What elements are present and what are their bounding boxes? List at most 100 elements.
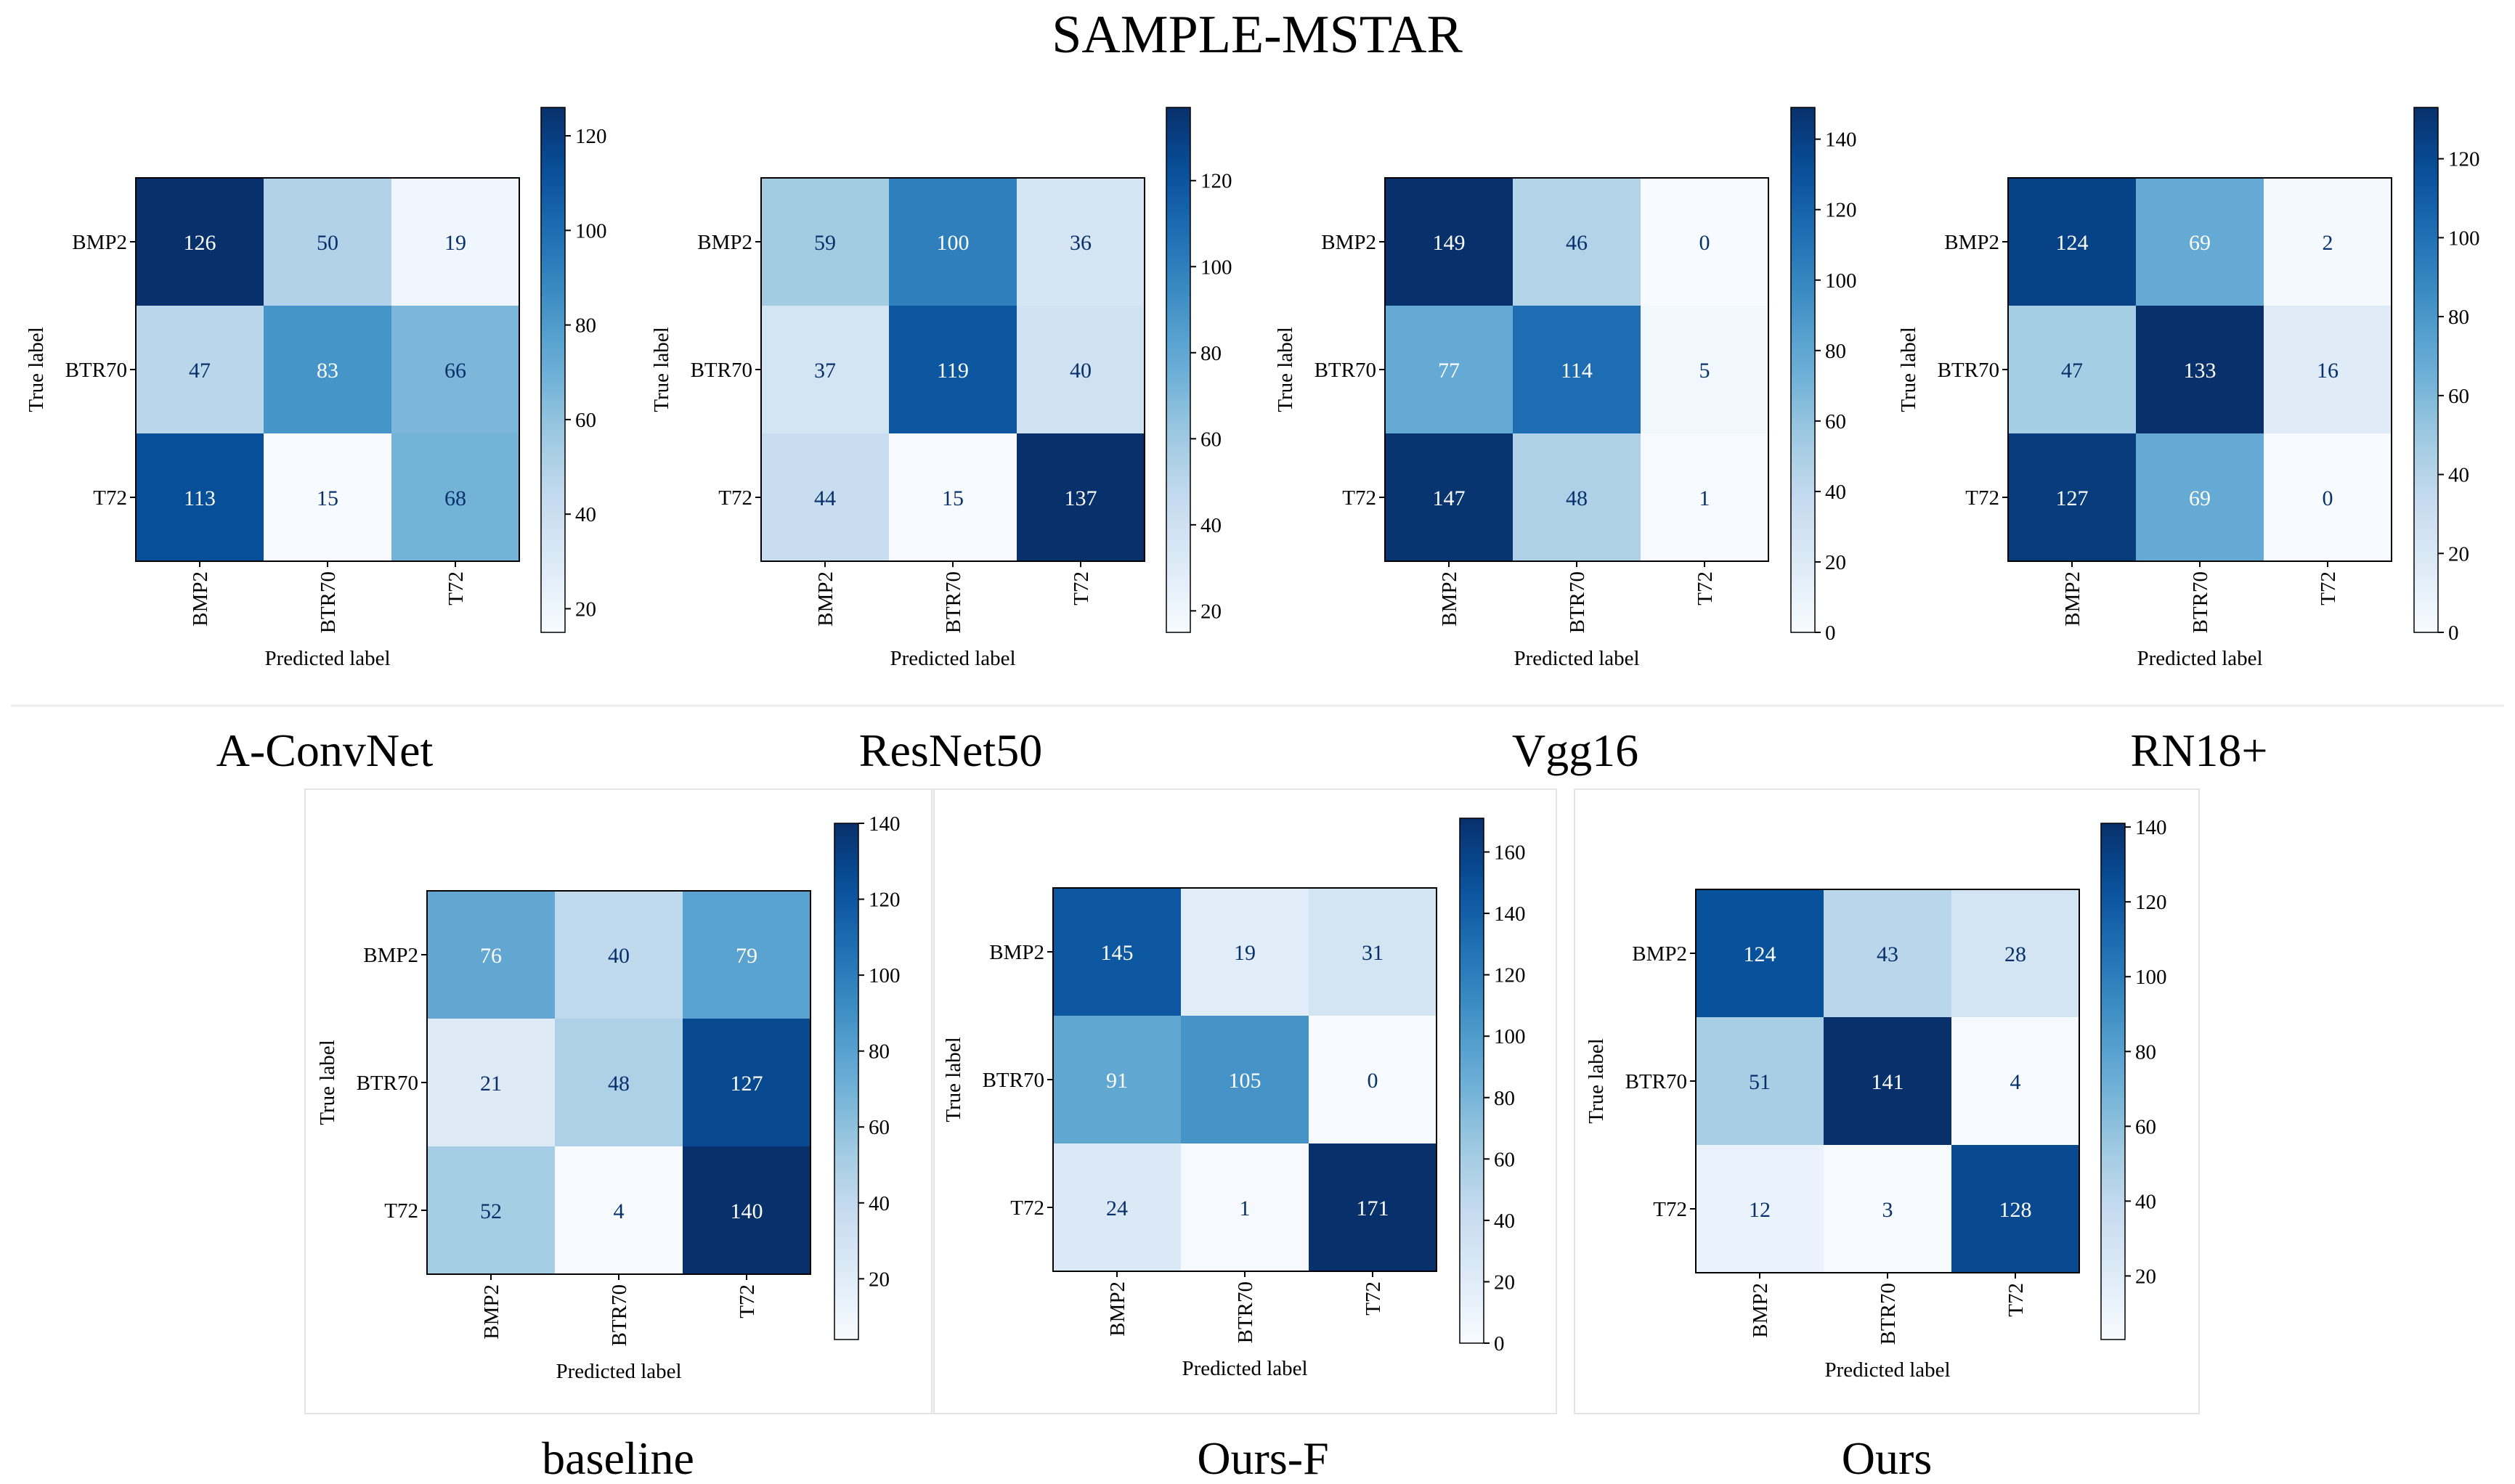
colorbar-tick-label: 40 xyxy=(2448,464,2469,487)
cell-value-label: 1 xyxy=(1240,1196,1251,1220)
cell-value-label: 40 xyxy=(1070,359,1092,383)
heatmap-cell xyxy=(1053,888,1181,1016)
colorbar-tick-label: 80 xyxy=(1200,342,1222,365)
colorbar-tick-label: 120 xyxy=(1200,170,1232,193)
cell-value-label: 1 xyxy=(1699,486,1710,510)
y-tick-label: BTR70 xyxy=(1938,359,1999,382)
panel-frame xyxy=(1574,788,2200,1414)
heatmap-cell xyxy=(2008,306,2136,433)
x-axis-title: Predicted label xyxy=(264,647,390,670)
colorbar-tick-label: 20 xyxy=(2135,1265,2156,1288)
heatmap-cell xyxy=(391,306,519,433)
colorbar-tick-label: 40 xyxy=(1200,514,1222,537)
heatmap-cell xyxy=(2264,433,2392,561)
heatmap-cell xyxy=(1181,1016,1309,1143)
panel-caption: Ours-F xyxy=(1197,1432,1328,1484)
heatmap-cell xyxy=(1951,1017,2079,1145)
heatmap-cell xyxy=(1017,306,1145,433)
cell-value-label: 47 xyxy=(2061,359,2083,383)
cell-value-label: 114 xyxy=(1561,359,1593,383)
colorbar-tick-label: 80 xyxy=(2135,1040,2156,1064)
y-tick-label: BMP2 xyxy=(1944,231,1999,254)
heatmap-cell xyxy=(1824,1017,1951,1145)
heatmap-cell xyxy=(1951,1145,2079,1273)
colorbar-tick-label: 100 xyxy=(1200,256,1232,279)
heatmap-cell xyxy=(1824,1145,1951,1273)
cell-value-label: 124 xyxy=(1744,942,1776,966)
colorbar-tick-label: 160 xyxy=(1494,841,1526,865)
x-tick-label: T72 xyxy=(1362,1281,1385,1316)
colorbar-tick-label: 20 xyxy=(575,598,596,621)
colorbar-tick-label: 120 xyxy=(1494,964,1526,987)
heatmap-cell xyxy=(683,891,810,1019)
heatmap-cell xyxy=(1696,1145,1824,1273)
cell-value-label: 15 xyxy=(317,486,338,510)
heatmap-cell xyxy=(2136,433,2264,561)
cell-value-label: 79 xyxy=(736,944,757,968)
cell-value-label: 124 xyxy=(2056,231,2089,255)
colorbar-tick-label: 120 xyxy=(2448,148,2480,171)
cell-value-label: 31 xyxy=(1362,941,1384,965)
cell-value-label: 19 xyxy=(1234,941,1256,965)
heatmap-cell xyxy=(889,433,1017,561)
colorbar xyxy=(2413,107,2439,633)
colorbar-tick-label: 40 xyxy=(869,1192,890,1215)
heatmap-cell xyxy=(264,306,391,433)
cell-value-label: 48 xyxy=(1566,486,1588,510)
heatmap-cell xyxy=(427,1019,555,1146)
heatmap-cell xyxy=(2008,433,2136,561)
y-tick-label: BMP2 xyxy=(989,941,1044,964)
panel-caption: A-ConvNet xyxy=(216,725,434,776)
y-axis-title: True label xyxy=(942,1037,965,1122)
x-tick-label: BMP2 xyxy=(814,571,837,627)
cell-value-label: 119 xyxy=(937,359,969,383)
colorbar-tick-label: 40 xyxy=(2135,1190,2156,1213)
cell-value-label: 44 xyxy=(814,486,836,510)
heatmap-cell xyxy=(1696,1017,1824,1145)
x-axis-title: Predicted label xyxy=(890,647,1015,670)
heatmap-cell xyxy=(1053,1016,1181,1143)
cell-value-label: 15 xyxy=(942,486,964,510)
cell-value-label: 4 xyxy=(2010,1070,2021,1094)
x-tick-label: T72 xyxy=(2317,571,2340,606)
cell-value-label: 59 xyxy=(814,231,836,255)
cell-value-label: 105 xyxy=(1229,1069,1261,1093)
cell-value-label: 0 xyxy=(1699,231,1710,255)
heatmap-cell xyxy=(2264,178,2392,306)
x-tick-label: BMP2 xyxy=(480,1284,503,1340)
heatmap-cell xyxy=(136,433,264,561)
heatmap-cell xyxy=(2264,306,2392,433)
colorbar-tick-label: 20 xyxy=(869,1268,890,1291)
x-tick-label: BTR70 xyxy=(608,1284,631,1346)
y-tick-label: T72 xyxy=(1965,486,1999,510)
heatmap-cell xyxy=(264,433,391,561)
cell-value-label: 0 xyxy=(2323,486,2333,510)
colorbar-tick-label: 20 xyxy=(1200,600,1222,623)
colorbar-tick-label: 40 xyxy=(575,503,596,526)
panel-caption: Vgg16 xyxy=(1512,725,1638,776)
x-tick-label: T72 xyxy=(1070,571,1093,606)
y-axis-title: True label xyxy=(25,327,48,412)
colorbar-tick-label: 60 xyxy=(575,409,596,432)
cell-value-label: 19 xyxy=(444,231,466,255)
x-tick-label: T72 xyxy=(444,571,468,606)
cell-value-label: 51 xyxy=(1749,1070,1771,1094)
x-tick-label: BMP2 xyxy=(189,571,212,627)
colorbar-tick-label: 120 xyxy=(1825,199,1857,222)
colorbar-tick-label: 100 xyxy=(1825,269,1857,293)
heatmap-cell xyxy=(1696,889,1824,1017)
colorbar-tick-label: 120 xyxy=(869,889,901,912)
heatmap-cell xyxy=(889,178,1017,306)
colorbar xyxy=(834,823,859,1340)
heatmap-cell xyxy=(2136,306,2264,433)
y-tick-label: BMP2 xyxy=(697,231,752,254)
y-axis-title: True label xyxy=(1897,327,1920,412)
figure-title: SAMPLE-MSTAR xyxy=(1052,5,1463,65)
cell-value-label: 16 xyxy=(2317,359,2339,383)
cell-value-label: 46 xyxy=(1566,231,1588,255)
heatmap-cell xyxy=(1385,433,1513,561)
y-tick-label: BTR70 xyxy=(65,359,127,382)
heatmap-cell xyxy=(683,1146,810,1274)
colorbar-tick-label: 100 xyxy=(2448,227,2480,250)
